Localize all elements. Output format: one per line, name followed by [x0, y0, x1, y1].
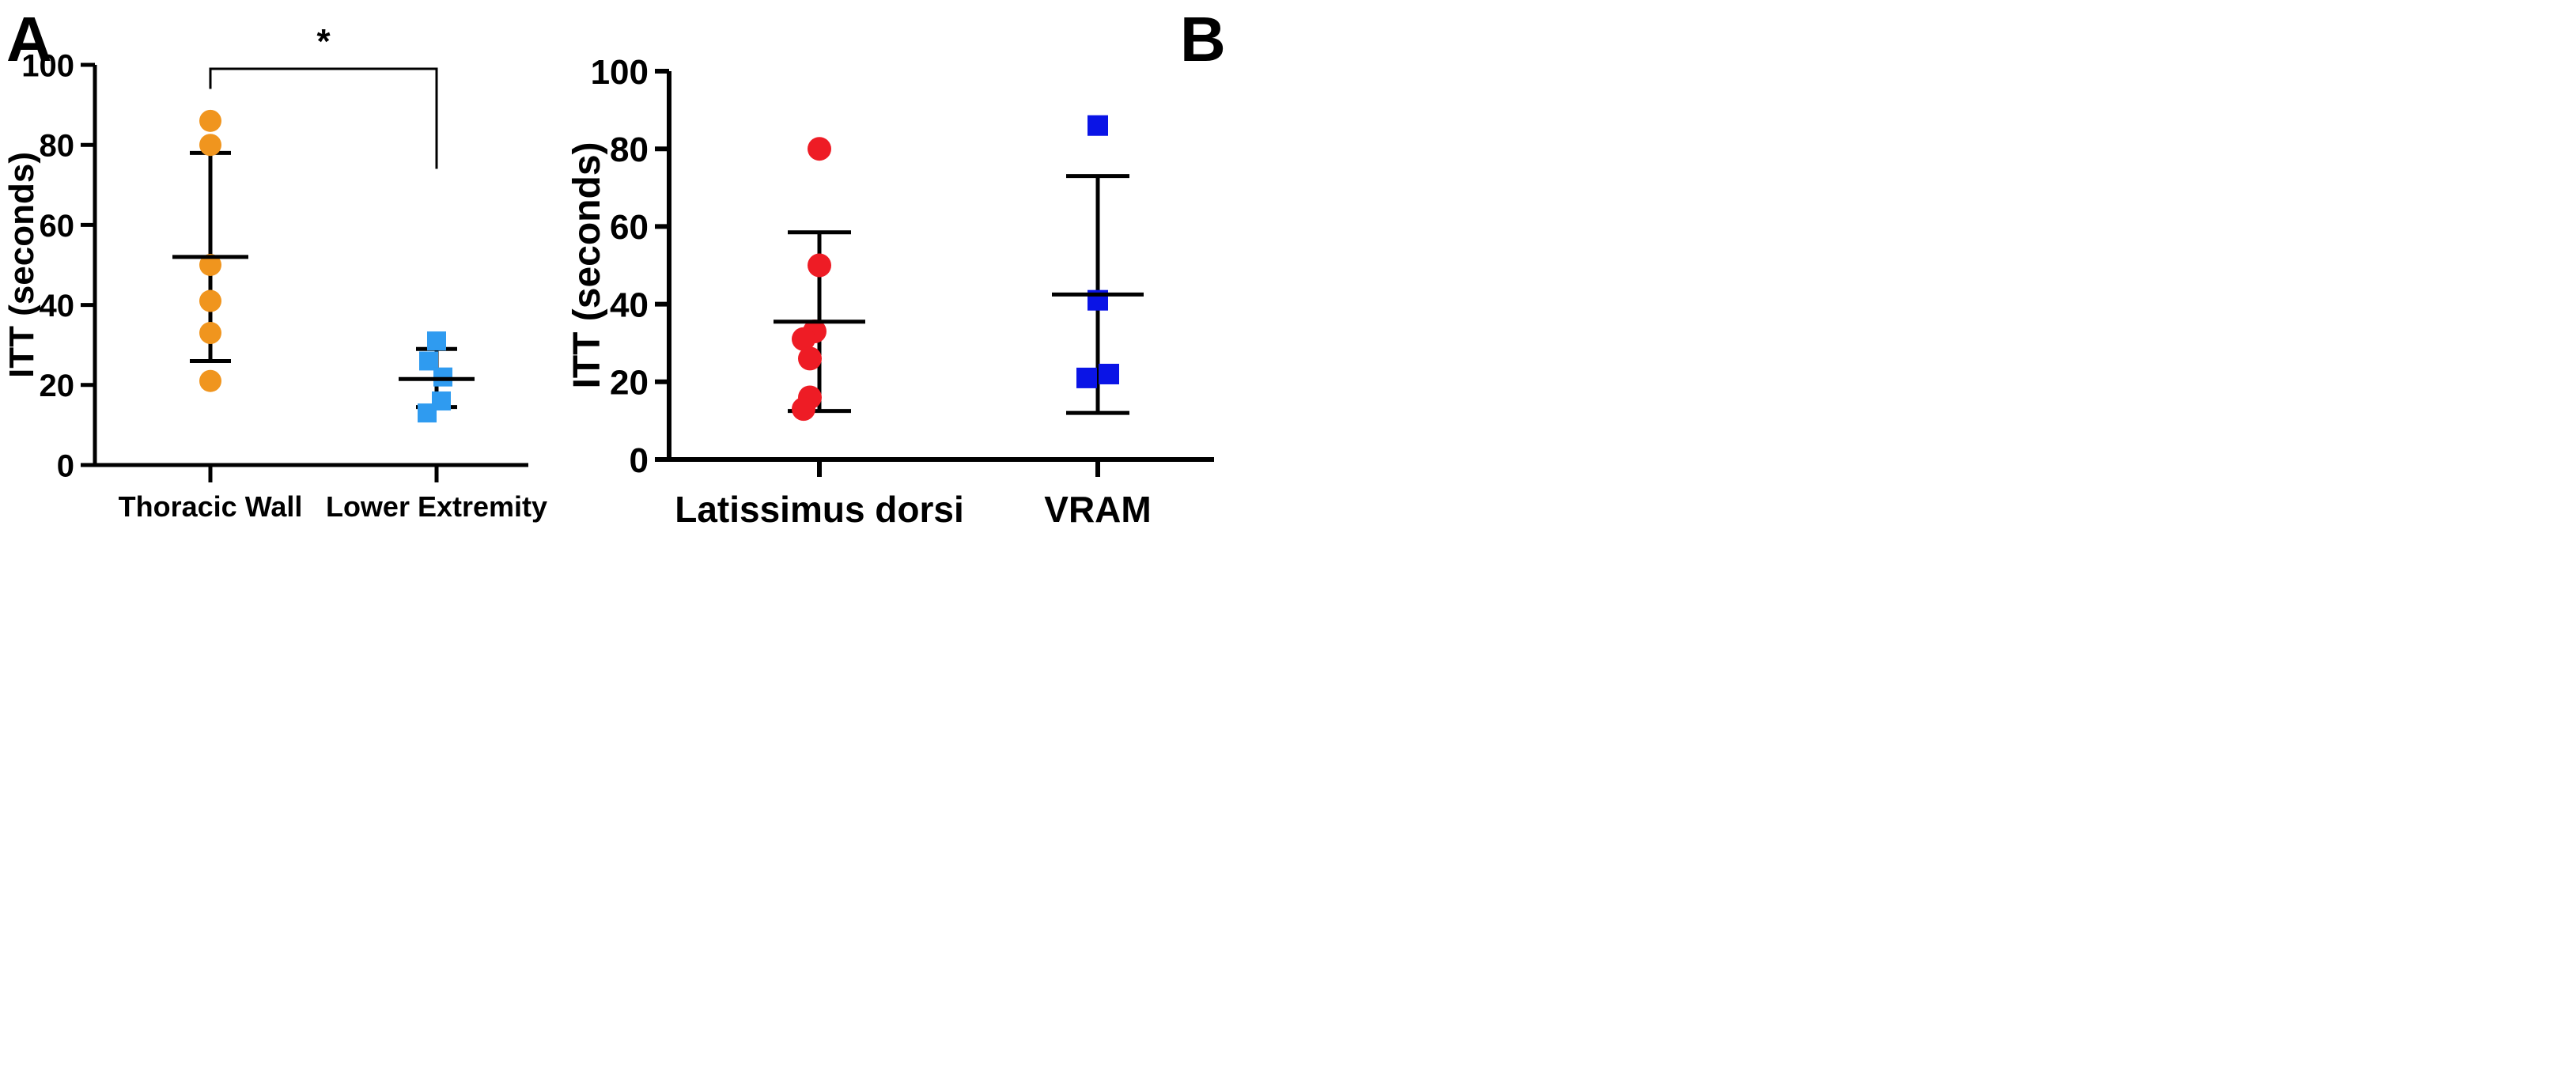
- panel-a-significance-label: *: [316, 22, 331, 61]
- panel-a-significance-bracket: [209, 67, 438, 169]
- panel-b-data-point: [798, 346, 822, 371]
- panel-b-y-tick-label: 80: [610, 130, 649, 169]
- panel-b-x-tick-label: VRAM: [1044, 489, 1151, 530]
- panel-a-data-point: [433, 367, 452, 387]
- panel-a-y-tick-label: 100: [21, 48, 74, 83]
- panel-b-y-tick-label: 0: [630, 441, 649, 480]
- panel-a-y-axis-title: ITT (seconds): [2, 152, 41, 378]
- panel-a-data-point: [199, 322, 221, 345]
- panel-a-label: A: [6, 4, 52, 74]
- panel-a-y-tick-label: 0: [57, 448, 74, 483]
- panel-b-data-point: [1076, 367, 1097, 388]
- panel-b-label: B: [1180, 4, 1226, 74]
- panel-b-y-tick-label: 20: [610, 364, 649, 403]
- panel-b-data-point: [808, 137, 831, 161]
- panel-a-data-point: [199, 254, 221, 276]
- panel-a-data-point: [199, 289, 221, 312]
- panel-a-data-point: [199, 134, 221, 157]
- panel-b-y-tick-label: 60: [610, 208, 649, 247]
- panel-a-y-tick-label: 40: [40, 289, 75, 323]
- panel-a-data-point: [418, 403, 437, 423]
- panel-b-y-tick-label: 40: [610, 285, 649, 324]
- panel-a-y-tick-label: 80: [40, 129, 75, 164]
- panel-a-y-tick-label: 20: [40, 369, 75, 403]
- panel-a-data-point: [199, 369, 221, 392]
- panel-a-data-point: [427, 331, 446, 351]
- panel-b-data-point: [1099, 363, 1119, 384]
- panel-a-data-point: [419, 351, 438, 371]
- panel-b-data-point: [792, 327, 815, 351]
- panel-a-x-tick-label: Lower Extremity: [326, 490, 547, 523]
- panel-b-y-axis-title: ITT (seconds): [566, 142, 608, 388]
- panel-b-data-point: [1088, 115, 1108, 136]
- panel-b-data-point: [808, 253, 831, 278]
- panel-b-y-tick-label: 100: [591, 53, 649, 92]
- panel-a-data-point: [199, 109, 221, 132]
- panel-b-x-tick-label: Latissimus dorsi: [675, 489, 964, 530]
- panel-a-x-tick-label: Thoracic Wall: [119, 490, 303, 523]
- panel-b-data-point: [792, 397, 815, 422]
- panel-a-y-tick-label: 60: [40, 209, 75, 244]
